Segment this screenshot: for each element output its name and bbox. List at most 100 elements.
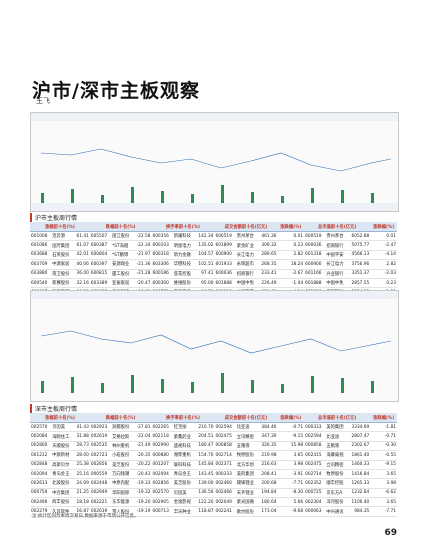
cell: 安源煤业 [111, 259, 134, 270]
cell: 200.68 [257, 478, 278, 489]
cell: 贝因美 [172, 488, 195, 499]
row: 601008 连云港 61.41 605507 国江股份 -22.58 600356 新疆科技… [30, 231, 397, 242]
cell: 002460 [214, 478, 236, 489]
cell: 208.41 [257, 469, 278, 480]
cell: 紫鑫药业 [172, 431, 195, 442]
cell: 4566.13 [347, 250, 371, 261]
cell: 东华能源 [111, 497, 134, 508]
cell: 紫金矿业 [235, 240, 258, 251]
section-title: 深市主板周行情 [30, 404, 77, 413]
cell: -21.36 [133, 259, 152, 270]
cell: 142.34 [194, 231, 215, 242]
cell: 41.43 [73, 422, 90, 433]
cell: 中原内配 [111, 478, 134, 489]
cell: 002714 [214, 450, 236, 461]
cell: 海康威视 [325, 450, 348, 461]
row: 002848 高斯贝尔 25.38 002856 美芝股份 -20.22 001207 联科科… [30, 460, 397, 470]
cell: 002949 [89, 488, 112, 499]
row: 600540 新赛股份 32.16 603389 亚振家居 -20.47 600300 维维股… [30, 278, 397, 289]
cell: 五粮液 [235, 441, 258, 452]
cell: 高斯贝尔 [51, 460, 74, 470]
row: 603709 中源家居 40.06 600397 安源煤业 -21.36 603306 华懋科… [30, 259, 397, 270]
page-title: 沪市/深市主板观察 [32, 80, 200, 102]
cell: 600036 [214, 269, 236, 279]
cell: 180.47 [194, 441, 215, 452]
cell: 309.32 [257, 240, 278, 251]
cell: -0.55 [370, 450, 397, 461]
cell: -20.43 [133, 469, 152, 480]
cell: 326.35 [257, 441, 278, 452]
cell: 002265 [151, 422, 173, 433]
cell: 601008 [30, 231, 52, 242]
cell: 长江电力 [235, 250, 258, 261]
cell: -7.71 [277, 478, 305, 489]
cell: -1.44 [277, 278, 305, 289]
cell: 000333 [214, 469, 236, 480]
row: 002094 青岛金王 25.16 000559 万向钱潮 -20.43 002094 青岛金… [30, 469, 397, 480]
volume-bars [41, 185, 374, 203]
cell: 万向钱潮 [111, 469, 134, 480]
cell: 美芝股份 [172, 478, 195, 489]
cell: 002594 [304, 431, 326, 442]
cell: 中国平安 [325, 250, 348, 261]
cell: 31.88 [73, 431, 90, 442]
cell: 002118 [151, 431, 173, 442]
cell: 厦工股份 [111, 269, 134, 279]
cell: 2857.55 [347, 278, 371, 289]
cell: 中百集团 [51, 488, 74, 499]
cell: 3756.96 [347, 259, 371, 270]
cell: 603880 [30, 269, 52, 279]
cell: 北方华创 [235, 460, 258, 470]
cell: 赣锋锂业 [235, 478, 258, 489]
cell: 中源家居 [51, 259, 74, 270]
column-header: 涨跌幅(%) [277, 413, 305, 423]
cell: 1460.33 [347, 460, 371, 470]
cell: 603306 [151, 259, 173, 270]
cell: 601933 [214, 259, 236, 270]
cell: 金逸影视 [172, 497, 195, 508]
cell: 40.06 [73, 259, 90, 270]
cell: 联科科技 [172, 460, 195, 470]
cell: 002352 [304, 478, 326, 489]
cell: 3.98 [370, 478, 397, 489]
cell: 中旗新材 [51, 450, 74, 461]
cell: 210.70 [194, 422, 215, 433]
chart-toolbar [31, 113, 398, 121]
cell: 北玻股份 [51, 478, 74, 489]
cell: 600519 [214, 231, 236, 242]
cell: 18.18 [73, 497, 90, 508]
cell: 国江股份 [111, 231, 134, 242]
cell: 立讯精密 [325, 460, 348, 470]
cell: 1106.40 [347, 497, 371, 508]
cell: -21.97 [133, 250, 152, 261]
cell: 亚振家居 [111, 278, 134, 289]
cell: 0.23 [277, 240, 305, 251]
cell: 600103 [151, 240, 173, 251]
cell: 002923 [89, 422, 112, 433]
cell: 明星电力 [172, 240, 195, 251]
cell: 24.09 [73, 478, 90, 489]
cell: -0.71 [277, 422, 305, 433]
cell: 384.46 [257, 422, 278, 433]
cell: 雪人股份 [111, 506, 134, 517]
cell: 002848 [30, 460, 52, 470]
cell: -20.22 [133, 460, 152, 470]
cell: 歌尔股份 [235, 506, 258, 517]
cell: 002990 [151, 441, 173, 452]
cell: 000333 [304, 422, 326, 433]
column-header: 成交金额前十名(亿元) [214, 222, 278, 232]
cell: 0.23 [370, 278, 397, 289]
column-header: 总市值前十名(亿元) [304, 413, 371, 423]
cell: 0.01 [277, 231, 305, 242]
cell: 32.16 [73, 278, 90, 289]
cell: *ST海越 [111, 240, 134, 251]
cell: 002466 [214, 488, 236, 499]
cell: 美的集团 [325, 422, 348, 433]
cell: 204.51 [194, 431, 215, 442]
cell: 3.98 [277, 460, 305, 470]
cell: 青岛金王 [51, 469, 74, 480]
row: 002084 海鸥住工 31.88 002619 艾格拉斯 -22.04 002118 紫鑫药… [30, 431, 397, 442]
section-title: 沪市主板周行情 [30, 213, 77, 222]
cell: 3.65 [370, 497, 397, 508]
